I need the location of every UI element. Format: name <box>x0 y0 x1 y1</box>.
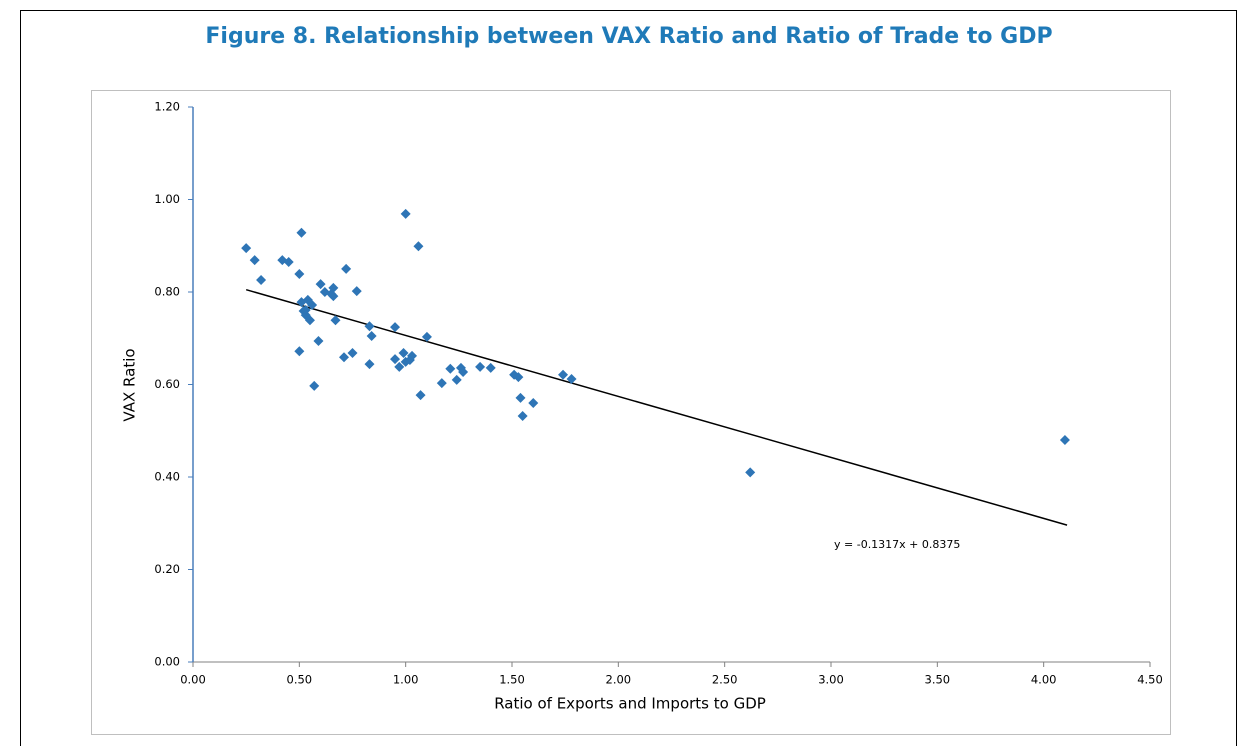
y-tick-label: 0.80 <box>154 285 180 299</box>
point <box>458 367 469 378</box>
point <box>566 373 577 384</box>
point <box>315 279 326 290</box>
point <box>415 390 426 401</box>
point <box>436 378 447 389</box>
point <box>390 354 401 365</box>
point <box>341 263 352 274</box>
point <box>294 268 305 279</box>
x-tick-label: 1.50 <box>499 673 525 687</box>
chart-title: Figure 8. Relationship between VAX Ratio… <box>205 24 1052 49</box>
x-tick-label: 0.50 <box>287 673 313 687</box>
point <box>347 348 358 359</box>
point <box>515 392 526 403</box>
point <box>283 256 294 267</box>
point <box>309 380 320 391</box>
page-frame <box>20 10 1237 746</box>
point <box>313 336 324 347</box>
x-tick-label: 1.00 <box>393 673 419 687</box>
point <box>296 227 307 238</box>
x-tick-label: 3.00 <box>818 673 844 687</box>
plot-frame <box>91 90 1171 735</box>
point <box>338 352 349 363</box>
point <box>390 322 401 333</box>
x-tick-label: 3.50 <box>925 673 951 687</box>
point <box>558 369 569 380</box>
trendline <box>245 288 1068 526</box>
point <box>294 346 305 357</box>
y-axis-label: VAX Ratio <box>121 348 139 421</box>
point <box>364 359 375 370</box>
x-tick-label: 2.50 <box>712 673 738 687</box>
point <box>366 330 377 341</box>
point <box>351 286 362 297</box>
point <box>421 331 432 342</box>
point <box>517 410 528 421</box>
point <box>328 291 339 302</box>
point <box>400 208 411 219</box>
point <box>1059 435 1070 445</box>
point <box>249 255 260 266</box>
point <box>241 243 252 254</box>
trend-equation: y = -0.1317x + 0.8375 <box>834 538 960 551</box>
x-axis-label: Ratio of Exports and Imports to GDP <box>494 695 766 713</box>
y-tick-label: 1.20 <box>154 100 180 114</box>
point <box>451 374 462 385</box>
point <box>394 361 405 372</box>
point <box>330 315 341 326</box>
point <box>256 274 267 285</box>
point <box>513 372 524 383</box>
y-tick-label: 0.40 <box>154 470 180 484</box>
x-tick-label: 0.00 <box>180 673 206 687</box>
point <box>304 315 315 326</box>
x-tick-label: 4.00 <box>1031 673 1057 687</box>
y-tick-label: 1.00 <box>154 192 180 206</box>
y-tick-label: 0.20 <box>154 562 180 576</box>
point <box>307 299 318 310</box>
point <box>300 305 311 316</box>
y-tick-label: 0.00 <box>154 655 180 669</box>
x-tick-label: 2.00 <box>606 673 632 687</box>
y-tick-label: 0.60 <box>154 377 180 391</box>
x-tick-label: 4.50 <box>1137 673 1163 687</box>
point <box>407 350 418 361</box>
point <box>745 467 756 478</box>
point <box>475 361 486 372</box>
point <box>328 282 339 293</box>
point <box>445 363 456 374</box>
point <box>485 362 496 373</box>
point <box>528 398 539 408</box>
point <box>413 241 424 252</box>
point <box>398 348 409 359</box>
point <box>364 321 375 332</box>
